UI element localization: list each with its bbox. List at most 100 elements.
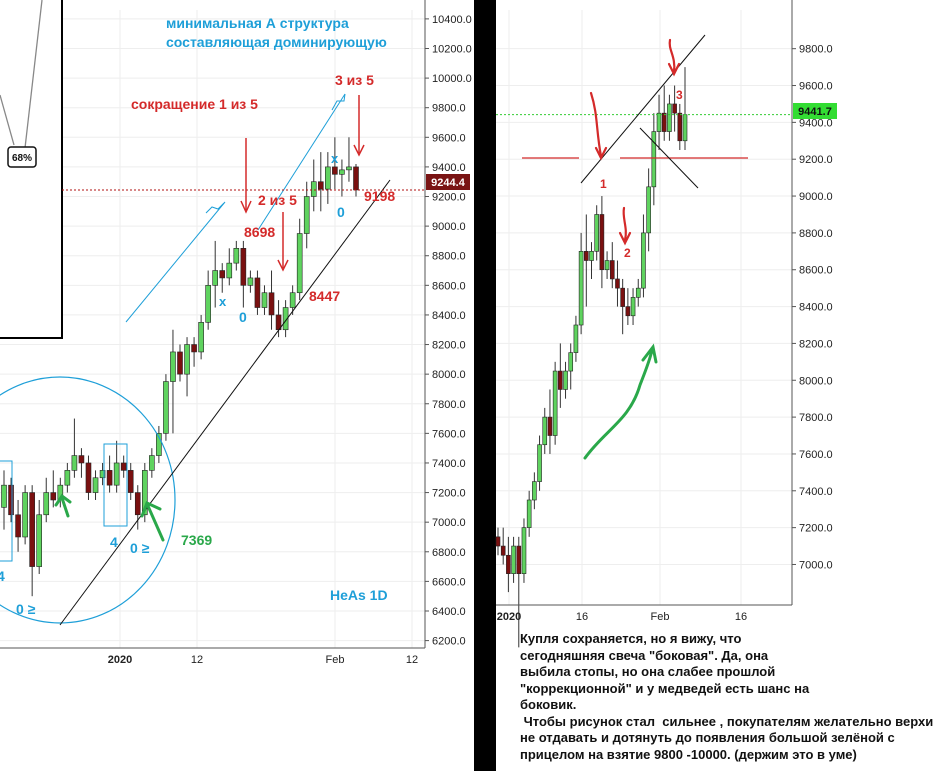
- candle-body: [353, 166, 359, 191]
- candle-body: [184, 344, 190, 375]
- x-tick-label: Feb: [651, 611, 670, 623]
- candle: [615, 260, 620, 307]
- candle-body: [240, 248, 247, 286]
- channel-arrow-1-head: [205, 202, 225, 214]
- y-tick-label: 9800.0: [799, 44, 833, 56]
- right-red-arrow-3: [667, 38, 681, 77]
- inset-box: [0, 0, 63, 339]
- candle: [656, 94, 662, 150]
- candle-body: [625, 306, 631, 317]
- y-tick-label: 6200.0: [432, 636, 466, 648]
- y-tick-label: 7800.0: [432, 399, 466, 411]
- channel-arrow-1: [125, 201, 226, 323]
- candle-body: [268, 292, 275, 316]
- candle-body: [50, 492, 57, 501]
- candle-body: [219, 270, 226, 279]
- y-tick-label: 7800.0: [799, 412, 833, 424]
- label-8447: 8447: [309, 288, 340, 304]
- label-zero-ge-b: 0 ≥: [130, 540, 150, 556]
- comment-line-7: не отдавать и дотянуть до появления боль…: [520, 730, 895, 745]
- candle: [289, 285, 296, 315]
- candle-body: [667, 103, 672, 132]
- right-price-tag-text: 9441.7: [798, 106, 832, 118]
- label-x-b: x: [331, 151, 339, 166]
- y-tick-label: 10000.0: [432, 73, 472, 85]
- title-line-2: составляющая доминирующую: [166, 34, 387, 50]
- pct-badge: [7, 146, 37, 168]
- candle: [50, 470, 57, 508]
- candle: [599, 196, 605, 289]
- comment-line-2: сегодняшняя свеча "боковая". Да, она: [520, 647, 769, 663]
- y-tick-label: 6600.0: [432, 576, 466, 588]
- candle-body: [656, 112, 662, 132]
- candle-body: [635, 287, 641, 298]
- candle-body: [282, 307, 289, 331]
- candle-body: [22, 492, 28, 538]
- y-tick-label: 8600.0: [799, 265, 833, 277]
- candle-body: [599, 214, 605, 271]
- candle: [212, 240, 218, 308]
- candle: [296, 218, 303, 301]
- candle-body: [296, 233, 303, 294]
- candle-body: [92, 477, 99, 493]
- y-tick-label: 8800.0: [799, 228, 833, 240]
- candle-body: [36, 514, 43, 567]
- label-zero-ge-a: 0 ≥: [16, 601, 36, 617]
- candle: [22, 485, 28, 545]
- candle-body: [212, 270, 218, 286]
- candle-body: [78, 455, 85, 464]
- candle: [106, 455, 113, 493]
- candle: [526, 490, 532, 537]
- y-tick-label: 8400.0: [799, 302, 833, 314]
- inset-line-a: [0, 94, 15, 146]
- y-tick-label: 7600.0: [432, 428, 466, 440]
- candle-body: [620, 287, 625, 307]
- candle-body: [552, 370, 558, 436]
- candle-body: [604, 260, 610, 271]
- candle: [113, 440, 120, 493]
- right-trendline-b: [639, 127, 699, 189]
- candle-body: [511, 545, 516, 574]
- candle-body: [615, 278, 620, 289]
- candle: [667, 94, 672, 141]
- candle: [64, 462, 71, 493]
- candle-body: [578, 251, 584, 326]
- candle-body: [289, 292, 296, 308]
- candle-body: [547, 416, 553, 436]
- candle: [558, 343, 563, 408]
- candle-body: [71, 455, 78, 471]
- wave-box-b: [103, 443, 128, 527]
- y-tick-label: 9400.0: [432, 162, 466, 174]
- y-tick-label: 8600.0: [432, 280, 466, 292]
- candle: [332, 137, 338, 190]
- candle: [635, 278, 641, 307]
- comment-line-3: выбила стопы, но она слабее прошлой: [520, 664, 776, 679]
- candle: [170, 329, 176, 434]
- candle-body: [247, 277, 254, 286]
- candle-body: [568, 352, 574, 372]
- candle-body: [8, 484, 14, 516]
- candle-body: [113, 462, 120, 486]
- x-tick-label: 2020: [497, 611, 521, 623]
- candle: [672, 85, 677, 132]
- y-tick-label: 9400.0: [799, 117, 833, 129]
- candle-body: [43, 492, 50, 516]
- y-tick-label: 8000.0: [432, 369, 466, 381]
- y-tick-label: 7000.0: [799, 559, 833, 571]
- y-tick-label: 7200.0: [432, 488, 466, 500]
- x-tick-label: 2020: [108, 654, 132, 666]
- candle: [191, 337, 197, 367]
- right-price-tag: 9441.7: [793, 103, 837, 119]
- candle-body: [198, 322, 204, 353]
- candle: [36, 499, 43, 574]
- candle: [542, 407, 548, 454]
- comment-line-1: Купля сохраняется, но я вижу, что: [520, 631, 742, 646]
- right-green-arrow: [583, 343, 658, 460]
- candle: [8, 477, 14, 523]
- comment-line-8: прицелом на взятие 9800 -10000. (держим …: [520, 746, 857, 762]
- candle-body: [149, 455, 155, 471]
- candle-body: [526, 499, 532, 528]
- candle: [29, 485, 35, 597]
- right-label-1: 1: [600, 177, 607, 191]
- comment-line-5: боковик.: [520, 697, 577, 712]
